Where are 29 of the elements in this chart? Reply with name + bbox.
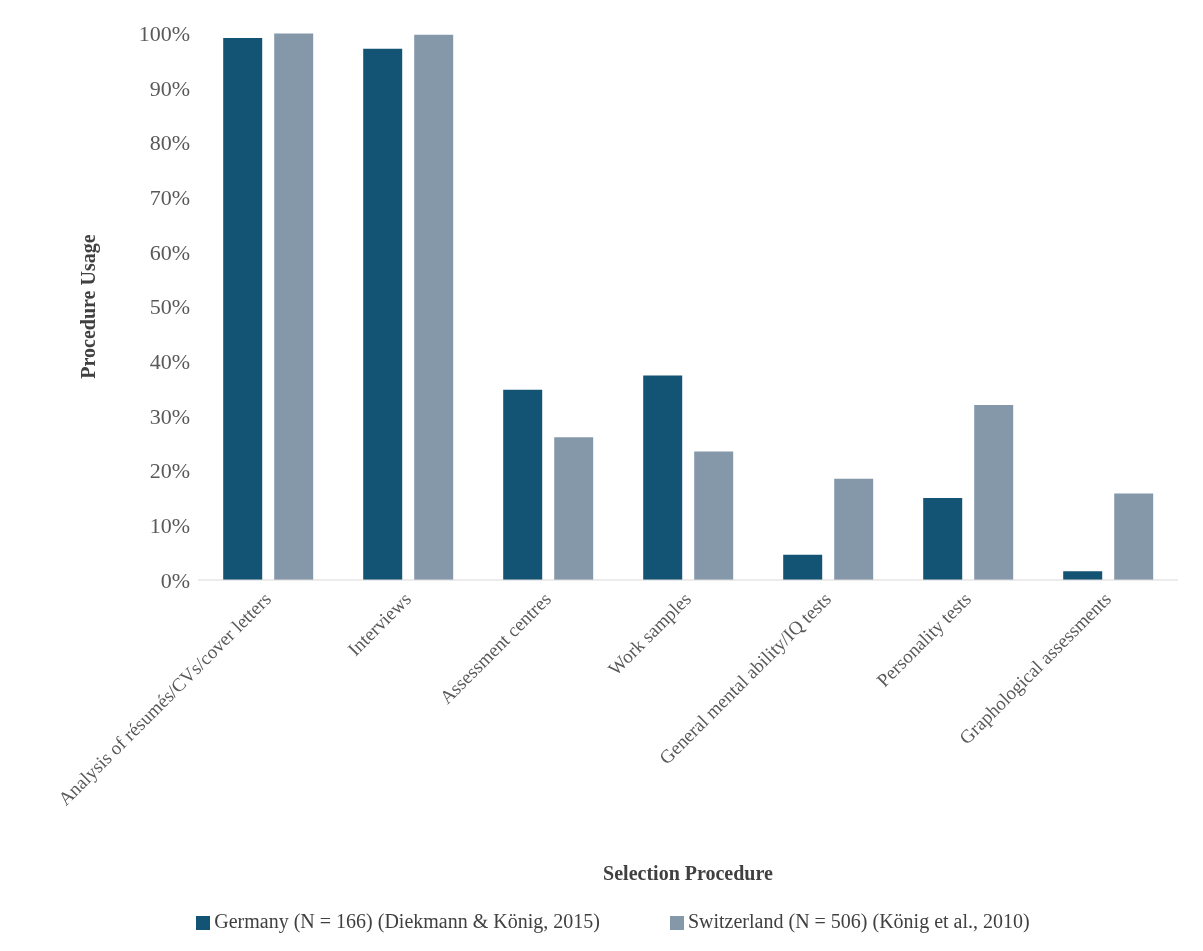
y-tick-label: 20% [149, 458, 190, 484]
bar [1063, 571, 1103, 580]
y-tick-label: 70% [149, 184, 190, 210]
bar [694, 451, 734, 580]
y-tick-label: 90% [149, 75, 190, 101]
bar [643, 375, 683, 580]
y-axis-title: Procedure Usage [77, 234, 101, 379]
y-tick-label: 0% [160, 567, 190, 593]
bar [834, 478, 874, 580]
bar [974, 404, 1014, 580]
y-tick-label: 80% [149, 130, 190, 156]
bar [414, 34, 454, 580]
bar [223, 37, 263, 580]
bar [923, 497, 963, 580]
x-axis-title: Selection Procedure [603, 862, 774, 884]
bar [783, 554, 823, 580]
y-tick-label: 50% [149, 294, 190, 320]
y-tick-label: 100% [138, 20, 190, 46]
bar [274, 33, 314, 580]
legend-label: Germany (N = 166) (Diekmann & König, 2015) [214, 910, 600, 932]
bar [554, 437, 594, 580]
y-tick-label: 60% [149, 239, 190, 265]
bar [363, 48, 403, 580]
y-tick-label: 30% [149, 403, 190, 429]
y-tick-label: 40% [149, 349, 190, 375]
bar [1114, 493, 1154, 580]
y-tick-label: 10% [149, 513, 190, 539]
legend-label: Switzerland (N = 506) (König et al., 2010) [687, 910, 1030, 932]
bar [503, 389, 543, 580]
